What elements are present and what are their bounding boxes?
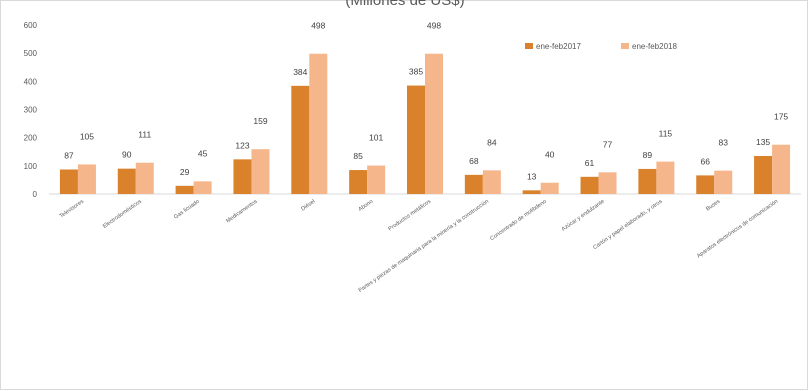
data-label-2017-6: 385	[409, 67, 423, 77]
bar-2017-5	[349, 170, 368, 194]
bar-2018-2	[193, 181, 212, 194]
bar-2018-3	[251, 149, 270, 194]
y-tick-label-0: 0	[33, 190, 38, 199]
legend-label-2017: ene-feb2017	[536, 42, 581, 51]
y-tick-label-4: 400	[24, 77, 38, 86]
category-label-3: Medicamentos	[225, 199, 258, 225]
data-label-2017-9: 61	[585, 158, 595, 168]
bar-2018-0	[77, 164, 96, 194]
data-label-2018-1: 111	[138, 130, 151, 140]
y-tick-label-6: 600	[24, 21, 38, 30]
category-label-1: Electrodomésticos	[102, 199, 143, 230]
data-label-2017-0: 87	[64, 150, 74, 160]
bar-2017-10	[638, 168, 657, 194]
category-label-6: Productos metálicos	[387, 199, 432, 233]
y-tick-label-3: 300	[24, 106, 38, 115]
bar-2018-9	[598, 172, 617, 194]
data-label-2017-5: 85	[353, 151, 363, 161]
bar-2017-12	[754, 155, 773, 194]
data-label-2018-12: 175	[774, 112, 788, 122]
bar-2017-11	[696, 175, 715, 194]
legend-swatch-2018	[621, 43, 629, 49]
data-label-2018-9: 77	[603, 139, 613, 149]
chart-title: (Millones de US$)	[345, 0, 465, 9]
data-label-2017-10: 89	[643, 150, 653, 160]
legend-swatch-2017	[525, 43, 533, 49]
category-label-4: Diésel	[300, 199, 316, 213]
data-label-2017-1: 90	[122, 150, 132, 160]
category-label-5: Abono	[358, 199, 375, 213]
category-label-2: Gas licuado	[173, 199, 201, 221]
bar-2017-2	[175, 185, 194, 194]
bar-2018-5	[367, 165, 386, 194]
category-label-7: Partes y piezas de maquinaria para la mi…	[358, 199, 490, 294]
bar-2018-6	[425, 53, 443, 195]
bar-2017-3	[233, 159, 252, 194]
data-label-2018-2: 45	[198, 148, 208, 158]
bar-2018-1	[135, 162, 154, 194]
legend-label-2018: ene-feb2018	[632, 42, 677, 51]
bar-2018-12	[772, 144, 791, 194]
data-label-2017-11: 66	[700, 156, 710, 166]
data-label-2017-12: 135	[756, 137, 770, 147]
bar-2017-4	[291, 85, 310, 194]
bar-2018-4	[309, 53, 328, 195]
bar-2017-7	[464, 174, 483, 194]
category-label-0: Televisores	[59, 199, 86, 220]
data-label-2018-8: 40	[545, 150, 555, 160]
data-label-2018-7: 84	[487, 137, 497, 147]
bar-2018-11	[714, 170, 733, 194]
y-tick-label-2: 200	[24, 134, 38, 143]
bar-2017-1	[117, 168, 136, 194]
data-label-2017-7: 68	[469, 156, 479, 166]
bar-2017-9	[580, 176, 599, 194]
data-label-2018-0: 105	[80, 131, 94, 141]
bar-2018-7	[482, 170, 501, 194]
data-label-2017-8: 13	[527, 171, 537, 181]
data-label-2018-5: 101	[369, 133, 383, 143]
data-label-2017-3: 123	[235, 140, 249, 150]
data-label-2018-11: 83	[718, 138, 728, 148]
bar-2017-6	[407, 85, 425, 194]
data-label-2018-10: 115	[659, 129, 673, 139]
category-label-10: Cartón y papel elaborado, y otros	[592, 199, 663, 251]
bar-2018-8	[540, 182, 559, 194]
data-label-2017-2: 29	[180, 167, 190, 177]
y-tick-label-5: 500	[24, 49, 38, 58]
y-tick-label-1: 100	[24, 162, 38, 171]
data-label-2018-6: 498	[427, 21, 441, 31]
bar-2018-10	[656, 161, 675, 194]
bar-2017-8	[522, 190, 541, 194]
bar-2017-0	[59, 169, 78, 194]
data-label-2018-3: 159	[253, 116, 267, 126]
category-label-11: Buses	[705, 199, 721, 213]
category-label-8: Concentrado de molibdeno	[489, 199, 547, 242]
data-label-2018-4: 498	[311, 21, 325, 31]
category-label-9: Azúcar y endulzante	[561, 199, 606, 233]
data-label-2017-4: 384	[293, 67, 307, 77]
